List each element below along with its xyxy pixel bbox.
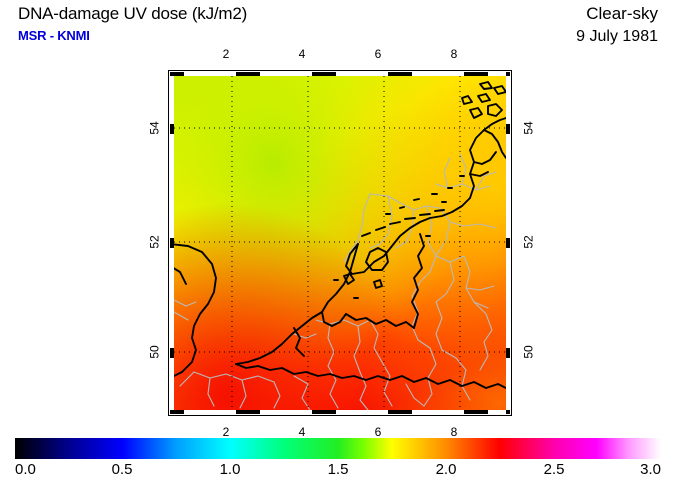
source-attribution: MSR - KNMI — [18, 28, 90, 43]
lon-tick-bottom-2: 2 — [222, 425, 230, 439]
lon-tick-top-8: 8 — [450, 47, 458, 61]
colorbar — [15, 438, 661, 459]
lat-tick-right-52: 52 — [521, 235, 536, 249]
date-label: 9 July 1981 — [576, 28, 658, 45]
lat-tick-right-50: 50 — [521, 345, 536, 359]
map-tick-frame — [170, 72, 510, 414]
colorbar-tick-2: 1.0 — [219, 461, 241, 478]
lat-tick-right-54: 54 — [521, 121, 536, 135]
colorbar-tick-3: 1.5 — [327, 461, 349, 478]
colorbar-tick-0: 0.0 — [15, 461, 36, 478]
colorbar-tick-1: 0.5 — [111, 461, 133, 478]
map-svg — [174, 76, 506, 410]
graticule-layer — [174, 76, 506, 410]
lon-tick-bottom-6: 6 — [374, 425, 382, 439]
sky-condition-label: Clear-sky — [586, 4, 658, 23]
map-outer-frame — [168, 70, 512, 416]
colorbar-tick-5: 2.5 — [543, 461, 565, 478]
lat-tick-left-50: 50 — [147, 345, 162, 359]
uv-dose-map-panel — [160, 62, 520, 424]
lat-tick-left-54: 54 — [147, 121, 162, 135]
internal-borders-layer — [174, 153, 497, 410]
colorbar-tick-labels: 0.0 0.5 1.0 1.5 2.0 2.5 3.0 — [0, 462, 676, 480]
colorbar-gradient — [15, 438, 661, 459]
coastline-layer — [174, 81, 506, 389]
colorbar-tick-6: 3.0 — [640, 461, 661, 478]
lon-tick-bottom-4: 4 — [298, 425, 306, 439]
uv-dose-raster — [174, 76, 506, 410]
colorbar-tick-4: 2.0 — [435, 461, 457, 478]
lon-tick-top-2: 2 — [222, 47, 230, 61]
lon-tick-top-4: 4 — [298, 47, 306, 61]
lat-tick-left-52: 52 — [147, 235, 162, 249]
lon-tick-bottom-8: 8 — [450, 425, 458, 439]
lon-tick-top-6: 6 — [374, 47, 382, 61]
page-title: DNA-damage UV dose (kJ/m2) — [18, 4, 248, 23]
